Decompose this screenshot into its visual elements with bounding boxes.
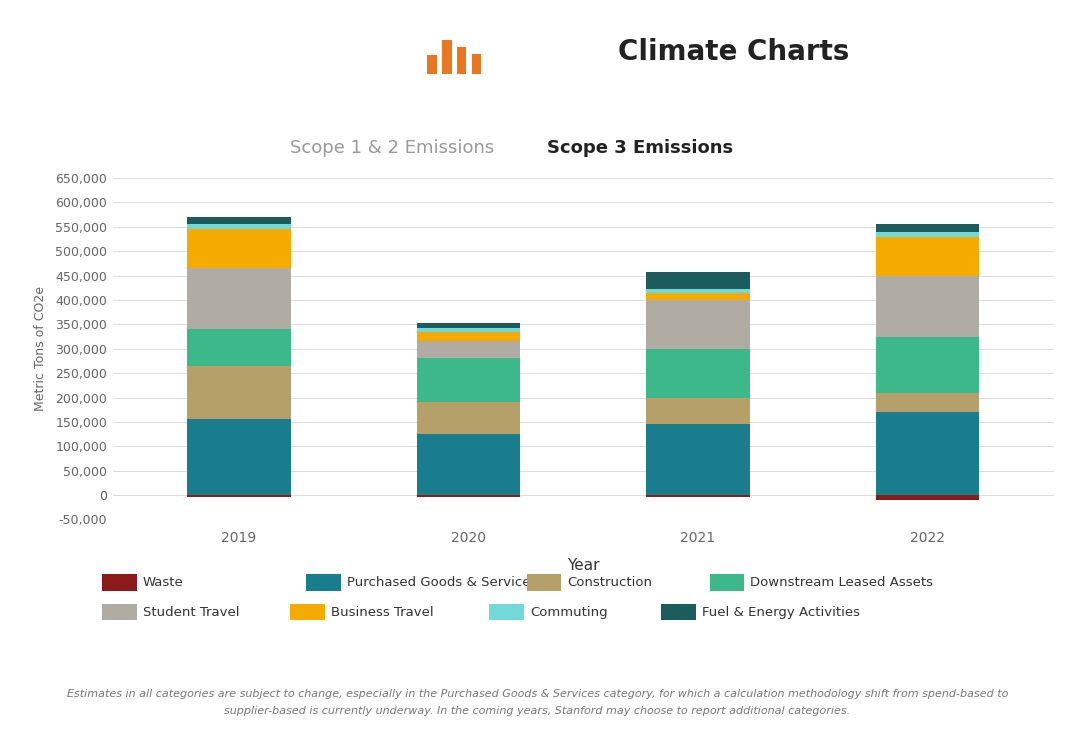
Text: Scope 3 Emissions: Scope 3 Emissions [546, 139, 733, 157]
Bar [187, 366, 290, 419]
Text: Waste: Waste [143, 576, 184, 589]
Bar [187, 419, 290, 495]
Text: supplier-based is currently underway. In the coming years, Stanford may choose t: supplier-based is currently underway. In… [225, 706, 850, 716]
Bar [646, 300, 749, 349]
Bar [876, 232, 979, 237]
Bar [442, 40, 452, 74]
Bar [876, 337, 979, 393]
Bar [417, 495, 520, 497]
Bar [876, 237, 979, 275]
Text: Student Travel: Student Travel [143, 605, 240, 619]
Bar [417, 332, 520, 341]
Y-axis label: Metric Tons of CO2e: Metric Tons of CO2e [34, 286, 47, 411]
Text: Construction: Construction [568, 576, 653, 589]
Bar [876, 393, 979, 412]
X-axis label: Year: Year [567, 559, 600, 574]
Bar [472, 53, 482, 74]
Text: Commuting: Commuting [530, 605, 607, 619]
Text: Business Travel: Business Travel [331, 605, 433, 619]
Bar [187, 229, 290, 269]
Bar [646, 289, 749, 292]
Bar [417, 434, 520, 495]
Text: Purchased Goods & Services: Purchased Goods & Services [347, 576, 538, 589]
Bar [646, 424, 749, 495]
Bar [646, 349, 749, 398]
Text: Fuel & Energy Activities: Fuel & Energy Activities [702, 605, 860, 619]
Bar [876, 495, 979, 500]
Text: Climate Charts: Climate Charts [618, 38, 849, 66]
Bar [646, 292, 749, 300]
Bar [187, 329, 290, 366]
Bar [646, 398, 749, 424]
Bar [427, 56, 436, 74]
Bar [417, 328, 520, 332]
Bar [417, 341, 520, 358]
Bar [457, 47, 467, 74]
Bar [417, 358, 520, 402]
Bar [646, 272, 749, 289]
Bar [187, 217, 290, 224]
Text: Scope 1 & 2 Emissions: Scope 1 & 2 Emissions [290, 139, 494, 157]
Bar [876, 275, 979, 337]
Bar [187, 269, 290, 329]
Bar [187, 495, 290, 497]
Bar [417, 402, 520, 434]
Bar [876, 412, 979, 495]
Bar [417, 323, 520, 328]
Bar [646, 495, 749, 497]
Bar [876, 224, 979, 232]
Bar [187, 224, 290, 229]
Text: Estimates in all categories are subject to change, especially in the Purchased G: Estimates in all categories are subject … [67, 689, 1008, 699]
Text: Downstream Leased Assets: Downstream Leased Assets [750, 576, 933, 589]
